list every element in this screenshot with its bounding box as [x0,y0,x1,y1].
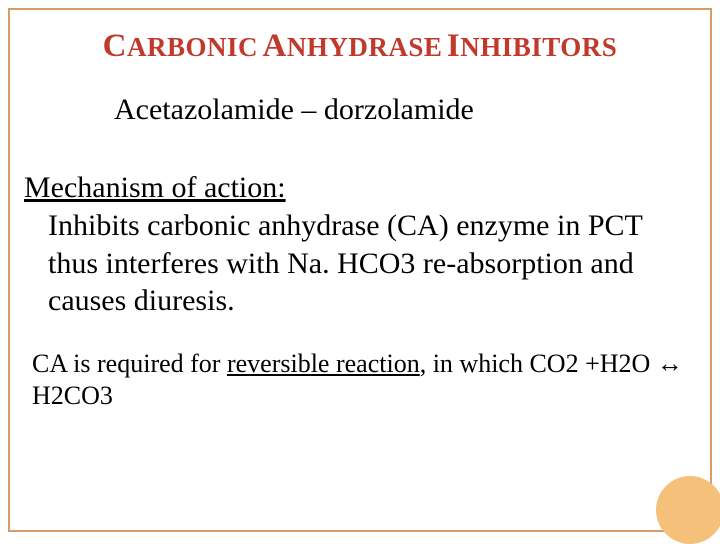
title-word3-cap: I [447,28,460,64]
title-word2-rest: NHYDRASE [287,32,443,62]
slide-title: CARBONIC ANHYDRASE INHIBITORS [24,28,696,65]
title-word3-rest: NHIBITORS [460,32,617,62]
mechanism-heading: Mechanism of action: [24,171,696,205]
note-text: CA is required for reversible reaction, … [32,348,696,413]
slide-subtitle: Acetazolamide – dorzolamide [114,93,696,127]
note-underlined: reversible reaction [227,349,420,378]
mechanism-body: Inhibits carbonic anhydrase (CA) enzyme … [48,207,696,320]
slide-content: CARBONIC ANHYDRASE INHIBITORS Acetazolam… [24,20,696,520]
title-word1-rest: ARBONIC [127,32,258,62]
title-word2-cap: A [263,28,287,64]
title-word1-cap: C [103,28,127,64]
note-lead: CA is required for [32,349,227,378]
